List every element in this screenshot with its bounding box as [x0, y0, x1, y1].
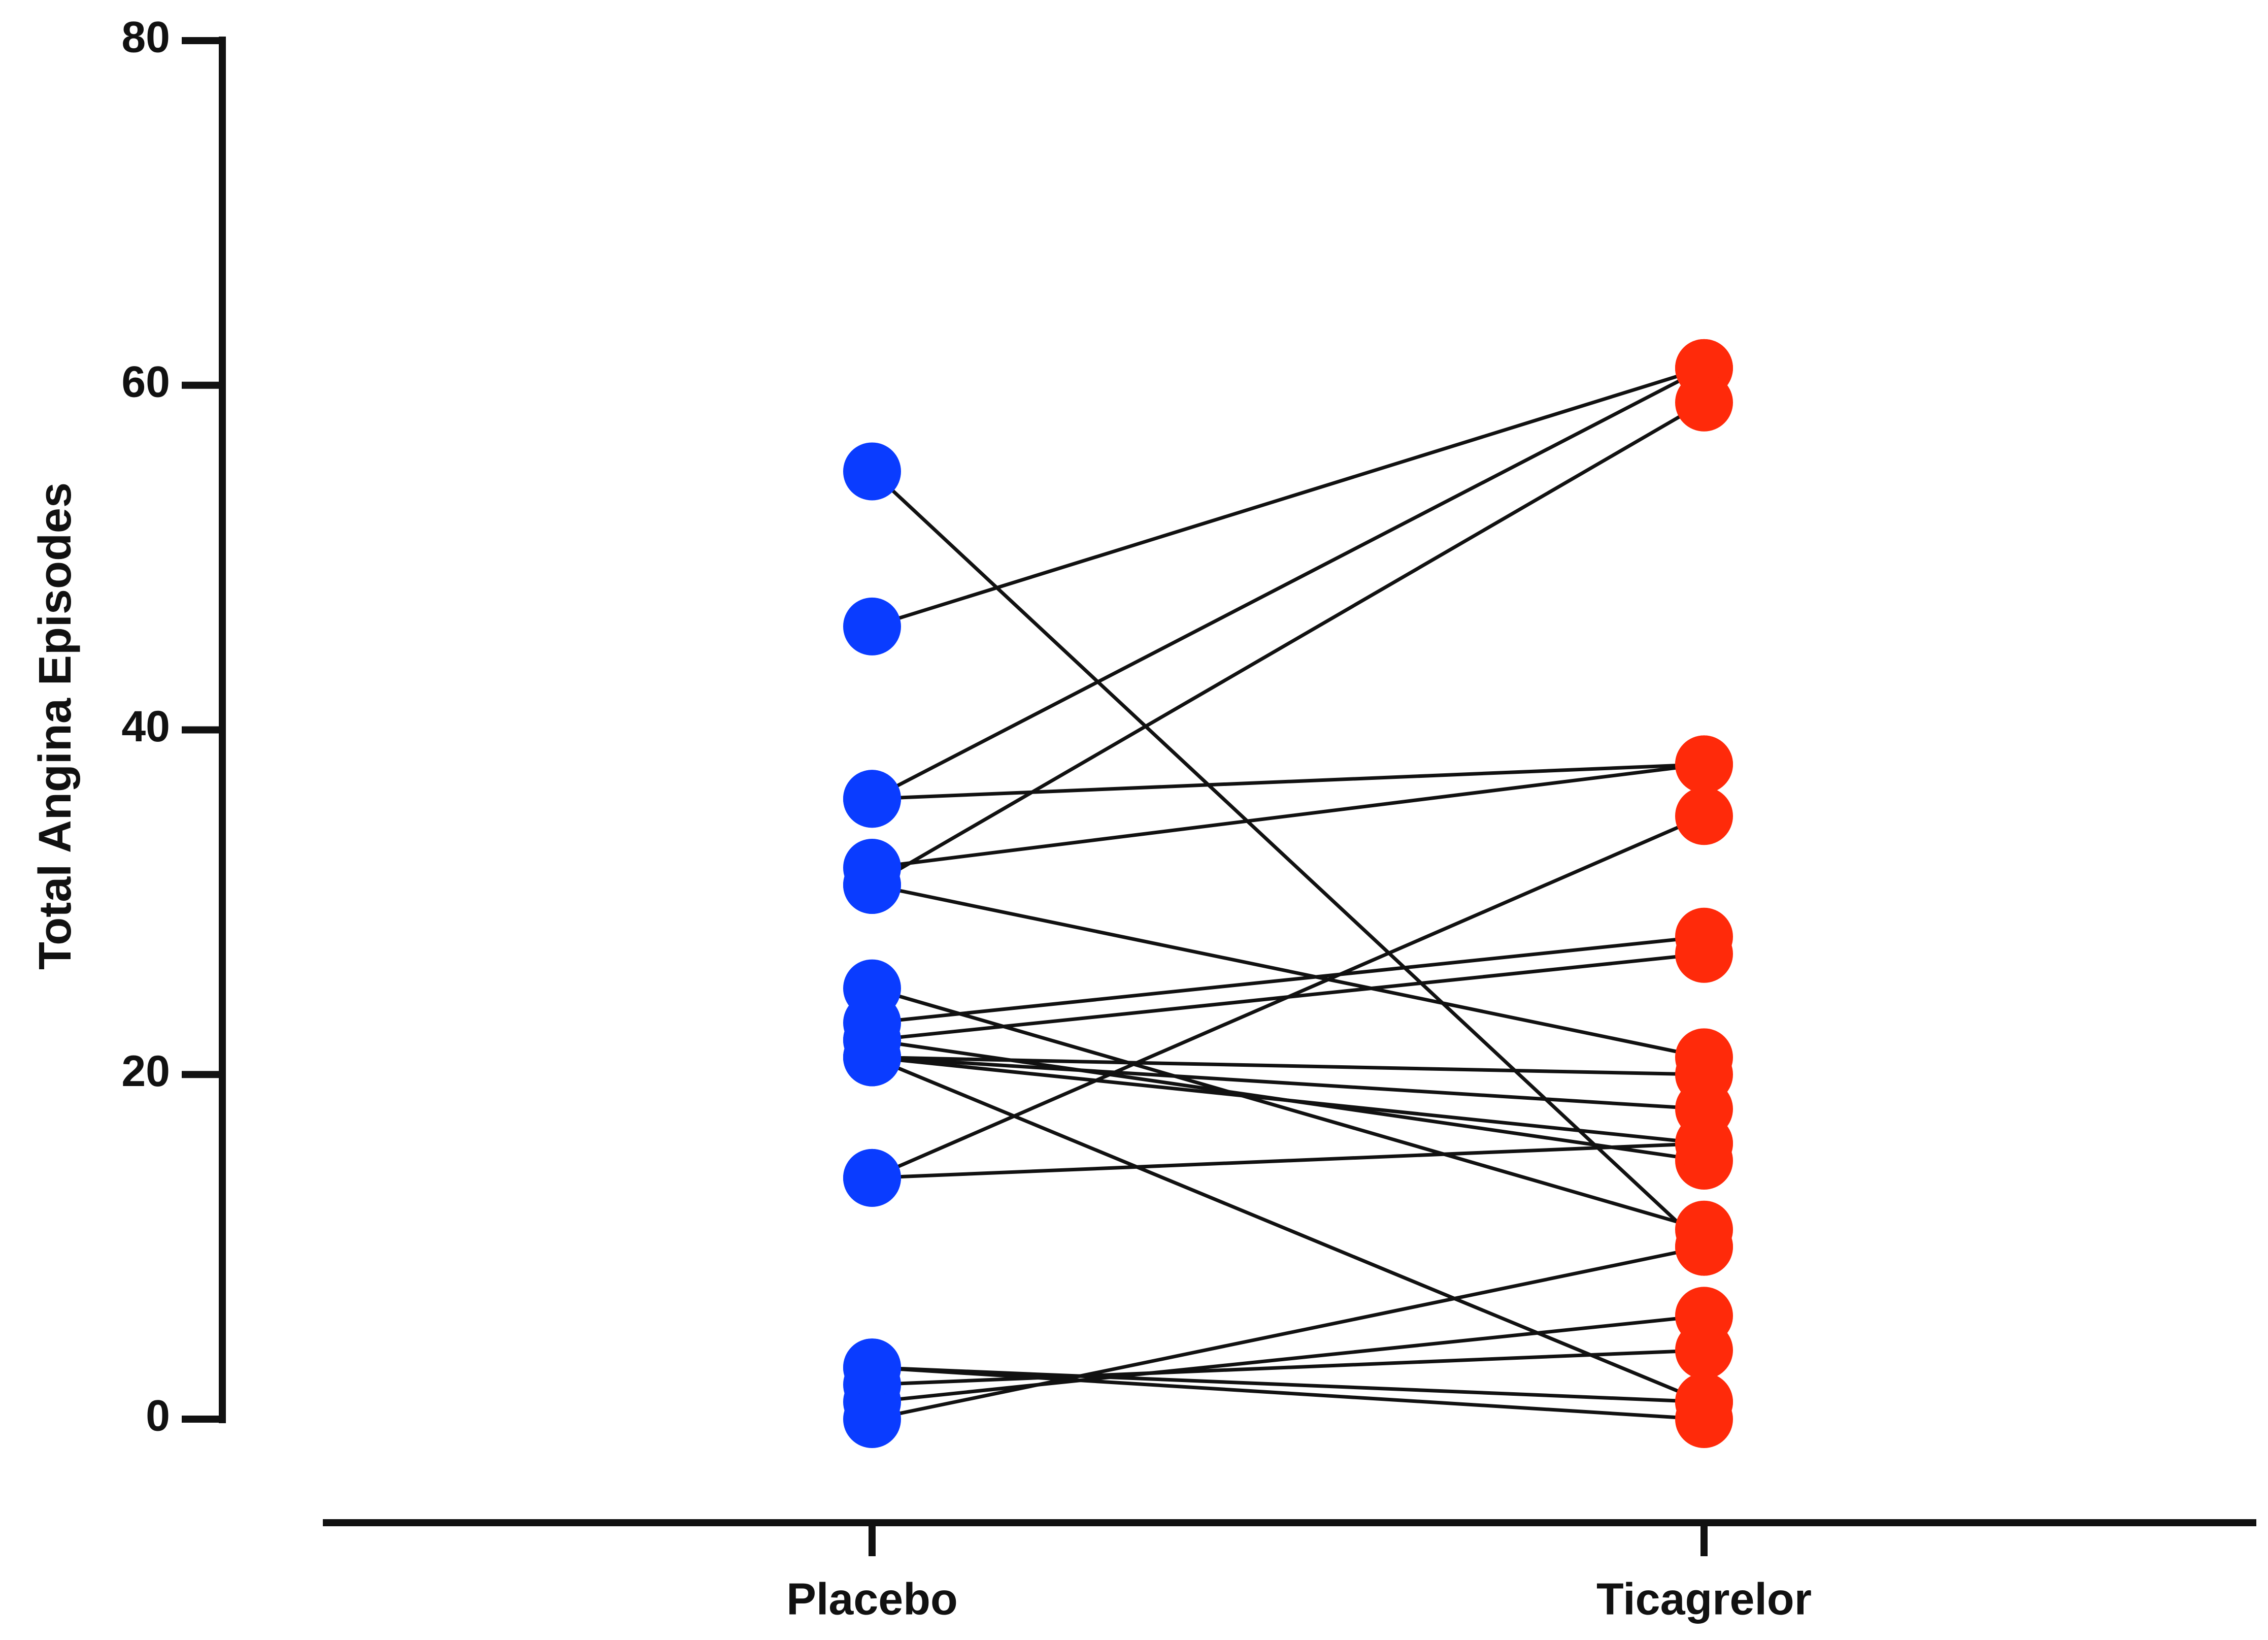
pair-line	[871, 366, 1705, 801]
pair-line	[871, 470, 1706, 1249]
pair-line	[871, 366, 1705, 629]
dot	[843, 442, 901, 501]
y-tick-label: 20	[121, 1047, 170, 1096]
pair-line	[872, 1365, 1705, 1404]
pair-line	[872, 935, 1705, 1025]
pair-line	[872, 987, 1705, 1232]
pair-line	[872, 1245, 1705, 1421]
pair-line	[872, 1038, 1705, 1163]
pair-line	[872, 1141, 1705, 1180]
dot	[1675, 787, 1733, 845]
pair-line	[871, 401, 1705, 887]
dot	[843, 597, 901, 655]
dot	[843, 770, 901, 828]
dot	[1675, 925, 1733, 983]
pair-line	[872, 1365, 1705, 1421]
y-tick-label: 60	[121, 357, 170, 406]
pair-line	[871, 1056, 1705, 1404]
x-tick-label: Ticagrelor	[1596, 1573, 1812, 1624]
pair-line	[872, 762, 1705, 870]
dot	[1675, 1390, 1733, 1448]
dot	[843, 1390, 901, 1448]
pair-line	[872, 762, 1705, 801]
dot	[843, 1338, 901, 1397]
dot	[843, 1149, 901, 1207]
pair-line	[872, 883, 1705, 1059]
pair-line	[872, 1348, 1705, 1387]
dot	[843, 1011, 901, 1069]
dot	[1675, 1114, 1733, 1172]
y-tick-label: 0	[146, 1392, 170, 1440]
y-tick-label: 80	[121, 13, 170, 62]
dot	[1675, 735, 1733, 794]
x-tick-label: Placebo	[786, 1573, 957, 1624]
pair-line	[871, 814, 1705, 1180]
dot	[1675, 1218, 1733, 1276]
dot	[1675, 373, 1733, 432]
dot	[843, 856, 901, 914]
dot	[1675, 1287, 1733, 1345]
y-axis-label: Total Angina Episodes	[30, 482, 81, 970]
pair-line	[872, 1055, 1705, 1111]
pair-line	[872, 1314, 1705, 1404]
y-tick-label: 40	[121, 702, 170, 751]
